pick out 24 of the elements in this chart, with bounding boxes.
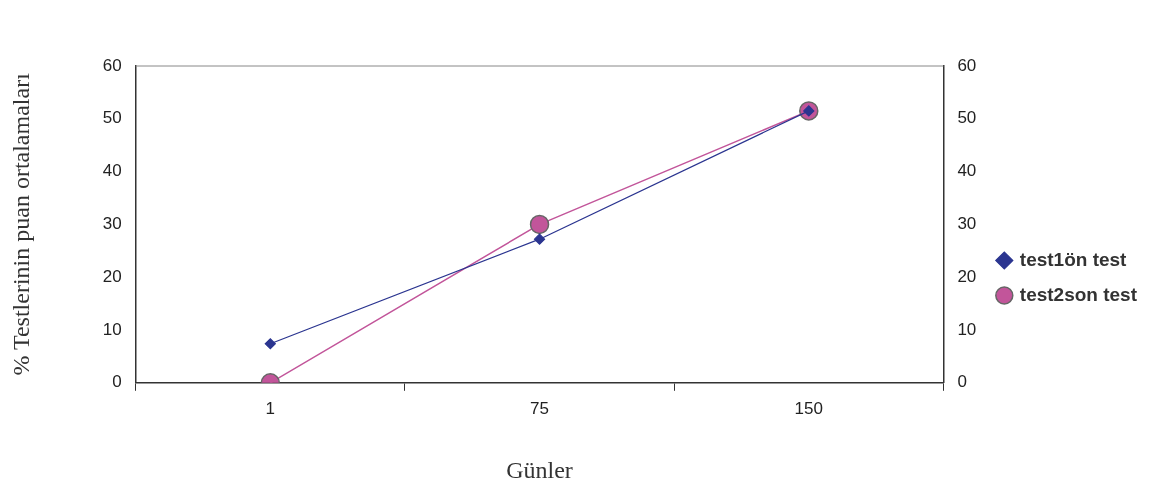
y2-tick-label: 60 (957, 55, 977, 75)
y-tick-label: 60 (102, 55, 122, 75)
y2-tick-label: 20 (957, 266, 977, 286)
point (529, 214, 550, 235)
y-tick-label: 40 (102, 161, 122, 181)
y-tick-label: 10 (102, 319, 122, 339)
y2-tick-label: 30 (957, 214, 977, 234)
x-tick-label: 75 (530, 398, 550, 418)
y2-tick-label: 0 (957, 372, 967, 392)
x-tick-label: 1 (265, 398, 276, 418)
y-tick-label: 0 (112, 372, 122, 392)
legend-label: test1ön test (1019, 248, 1128, 270)
y2-tick-label: 10 (957, 319, 977, 339)
y2-tick-label: 50 (957, 108, 977, 128)
point (533, 233, 546, 245)
x-tick-label: 150 (794, 398, 823, 418)
y-tick-label: 20 (102, 266, 122, 286)
x-axis-title: Günler (506, 456, 573, 483)
legend-label: test2son test (1019, 283, 1138, 305)
point (264, 338, 276, 350)
y-tick-label: 50 (102, 108, 122, 128)
y2-tick-label: 40 (957, 161, 977, 181)
y-axis-title: % Testlerinin puan ortalamaları (7, 72, 34, 376)
y-tick-label: 30 (102, 214, 122, 234)
